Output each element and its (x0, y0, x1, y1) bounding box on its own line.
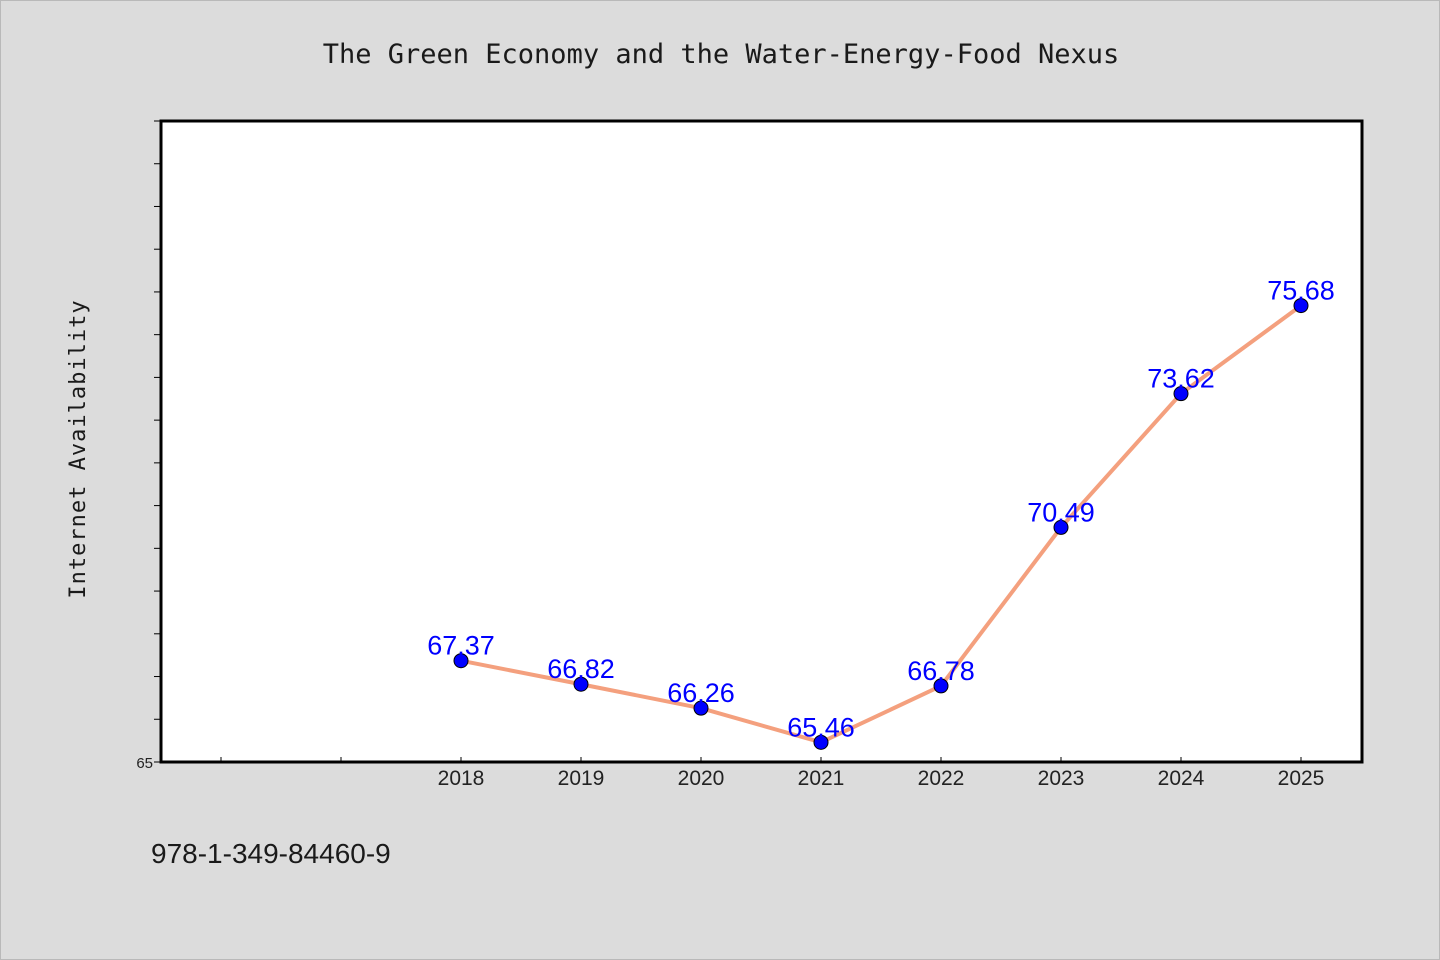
x-axis-ticks: 2018 2019 2020 2021 2022 2023 2024 2025 (220, 757, 1325, 790)
series-line (459, 303, 1303, 745)
data-point (453, 653, 469, 669)
data-label: 70.49 (1027, 497, 1095, 527)
data-label: 73.62 (1147, 364, 1215, 394)
data-point (693, 700, 709, 716)
plot-area (161, 121, 1362, 762)
data-point (813, 734, 829, 750)
y-axis-ticks: 65 (136, 120, 161, 772)
x-tick-label: 2025 (1278, 767, 1325, 790)
data-point (933, 678, 949, 694)
x-tick-label: 2018 (438, 767, 485, 790)
x-tick-label: 2020 (678, 767, 725, 790)
y-tick-label: 65 (136, 755, 153, 772)
data-point (1173, 386, 1189, 402)
data-label: 66.26 (667, 678, 735, 708)
data-point (1293, 298, 1309, 314)
x-tick-label: 2019 (558, 767, 605, 790)
data-labels: 67.37 66.82 66.26 65.46 66.78 70.49 73.62 75.68 (427, 276, 1335, 743)
data-label: 65.46 (787, 712, 855, 742)
data-label: 66.82 (547, 654, 615, 684)
data-label: 75.68 (1267, 276, 1335, 306)
chart-title: The Green Economy and the Water-Energy-F… (323, 39, 1120, 70)
data-label: 67.37 (427, 631, 495, 661)
x-tick-label: 2021 (798, 767, 845, 790)
data-markers (453, 298, 1309, 750)
plot-frame (159, 119, 1364, 764)
x-tick-label: 2023 (1038, 767, 1085, 790)
data-label: 66.78 (907, 656, 975, 686)
y-axis-label: Internet Availability (66, 299, 91, 598)
data-point (573, 676, 589, 692)
x-tick-label: 2024 (1158, 767, 1205, 790)
x-tick-label: 2022 (918, 767, 965, 790)
data-point (1053, 519, 1069, 535)
isbn-footer: 978-1-349-84460-9 (151, 838, 391, 869)
